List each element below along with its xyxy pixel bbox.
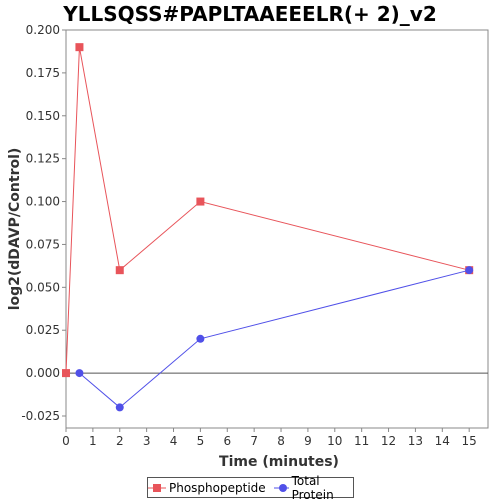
y-axis-title: log2(dDAVP/Control) <box>7 148 23 311</box>
y-tick-label: 0.150 <box>26 109 60 123</box>
x-tick-label: 15 <box>462 434 477 448</box>
x-tick-label: 0 <box>62 434 70 448</box>
chart-title: YLLSQSS#PAPLTAAEEELR(+ 2)_v2 <box>63 2 437 26</box>
y-tick-label: 0.025 <box>26 323 60 337</box>
data-point <box>75 43 84 52</box>
x-tick-label: 9 <box>304 434 312 448</box>
plot-area <box>65 29 489 429</box>
legend-swatch-circle-icon <box>273 483 289 492</box>
x-tick-label: 6 <box>223 434 231 448</box>
series-layer <box>62 43 474 412</box>
legend-label-phosphopeptide: Phosphopeptide <box>169 480 266 495</box>
data-point <box>75 369 84 378</box>
x-tick-label: 1 <box>89 434 97 448</box>
x-tick-label: 11 <box>354 434 369 448</box>
legend-item-phosphopeptide: Phosphopeptide <box>148 481 266 495</box>
axes: -0.025 0.000 0.025 0.050 0.075 0.100 0.125 0.15… <box>21 23 489 448</box>
data-point <box>465 266 474 275</box>
data-point <box>115 266 124 275</box>
x-tick-label: 8 <box>277 434 285 448</box>
legend: Phosphopeptide Total Protein <box>147 474 354 502</box>
y-tick-label: -0.025 <box>21 409 60 423</box>
y-tick-label: 0.075 <box>26 237 60 251</box>
x-axis-title: Time (minutes) <box>219 454 339 470</box>
series-total-protein <box>75 266 474 412</box>
data-point <box>196 334 205 343</box>
y-tick-label: 0.100 <box>26 195 60 209</box>
x-tick-label: 3 <box>143 434 151 448</box>
x-tick-label: 5 <box>197 434 205 448</box>
legend-item-total-protein: Total Protein <box>273 473 353 502</box>
x-tick-label: 2 <box>116 434 124 448</box>
x-tick-label: 13 <box>408 434 423 448</box>
legend-swatch-square-icon <box>148 483 166 492</box>
x-tick-label: 10 <box>327 434 342 448</box>
y-tick-label: 0.200 <box>26 23 60 37</box>
y-tick-label: 0.125 <box>26 152 60 166</box>
data-point <box>196 197 205 206</box>
legend-label-total-protein: Total Protein <box>291 473 334 502</box>
x-tick-label: 12 <box>381 434 396 448</box>
y-tick-label: 0.000 <box>26 366 60 380</box>
x-tick-label: 4 <box>170 434 178 448</box>
x-tick-label: 7 <box>250 434 258 448</box>
data-point <box>62 369 70 378</box>
data-point <box>115 403 124 412</box>
series-line <box>79 269 470 409</box>
y-tick-label: 0.175 <box>26 66 60 80</box>
y-tick-label: 0.050 <box>26 280 60 294</box>
x-tick-label: 14 <box>435 434 450 448</box>
